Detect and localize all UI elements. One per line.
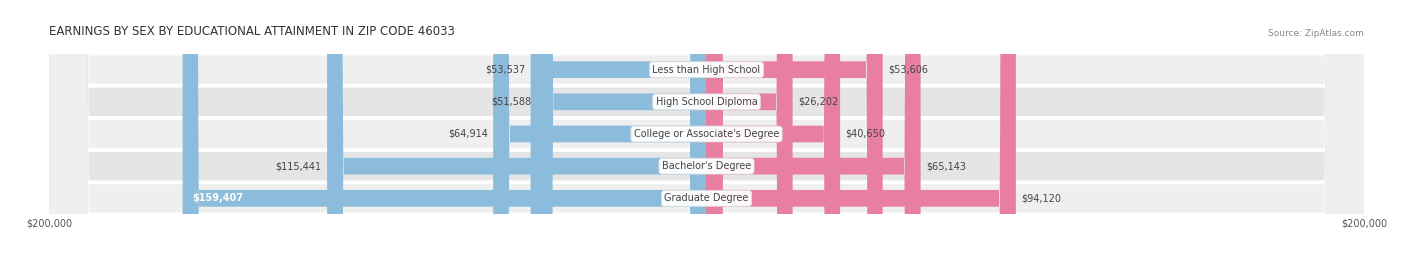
FancyBboxPatch shape: [707, 0, 841, 268]
Text: Source: ZipAtlas.com: Source: ZipAtlas.com: [1268, 28, 1364, 38]
Text: High School Diploma: High School Diploma: [655, 97, 758, 107]
Text: $40,650: $40,650: [845, 129, 886, 139]
Text: College or Associate's Degree: College or Associate's Degree: [634, 129, 779, 139]
FancyBboxPatch shape: [49, 0, 1364, 268]
Text: Less than High School: Less than High School: [652, 65, 761, 75]
FancyBboxPatch shape: [49, 0, 1364, 268]
Text: $65,143: $65,143: [927, 161, 966, 171]
FancyBboxPatch shape: [530, 0, 707, 268]
Text: $26,202: $26,202: [797, 97, 838, 107]
Text: EARNINGS BY SEX BY EDUCATIONAL ATTAINMENT IN ZIP CODE 46033: EARNINGS BY SEX BY EDUCATIONAL ATTAINMEN…: [49, 24, 456, 38]
Text: Graduate Degree: Graduate Degree: [664, 193, 749, 203]
Text: $94,120: $94,120: [1021, 193, 1062, 203]
FancyBboxPatch shape: [49, 0, 1364, 268]
Text: $53,606: $53,606: [889, 65, 928, 75]
FancyBboxPatch shape: [707, 0, 793, 268]
FancyBboxPatch shape: [328, 0, 707, 268]
Text: $53,537: $53,537: [485, 65, 526, 75]
Text: $159,407: $159,407: [193, 193, 243, 203]
Text: $115,441: $115,441: [276, 161, 322, 171]
Text: Bachelor's Degree: Bachelor's Degree: [662, 161, 751, 171]
FancyBboxPatch shape: [707, 0, 921, 268]
FancyBboxPatch shape: [49, 0, 1364, 268]
FancyBboxPatch shape: [494, 0, 707, 268]
FancyBboxPatch shape: [183, 0, 707, 268]
Text: $64,914: $64,914: [449, 129, 488, 139]
FancyBboxPatch shape: [707, 0, 1017, 268]
Text: $51,588: $51,588: [492, 97, 531, 107]
FancyBboxPatch shape: [707, 0, 883, 268]
FancyBboxPatch shape: [49, 0, 1364, 268]
FancyBboxPatch shape: [537, 0, 707, 268]
